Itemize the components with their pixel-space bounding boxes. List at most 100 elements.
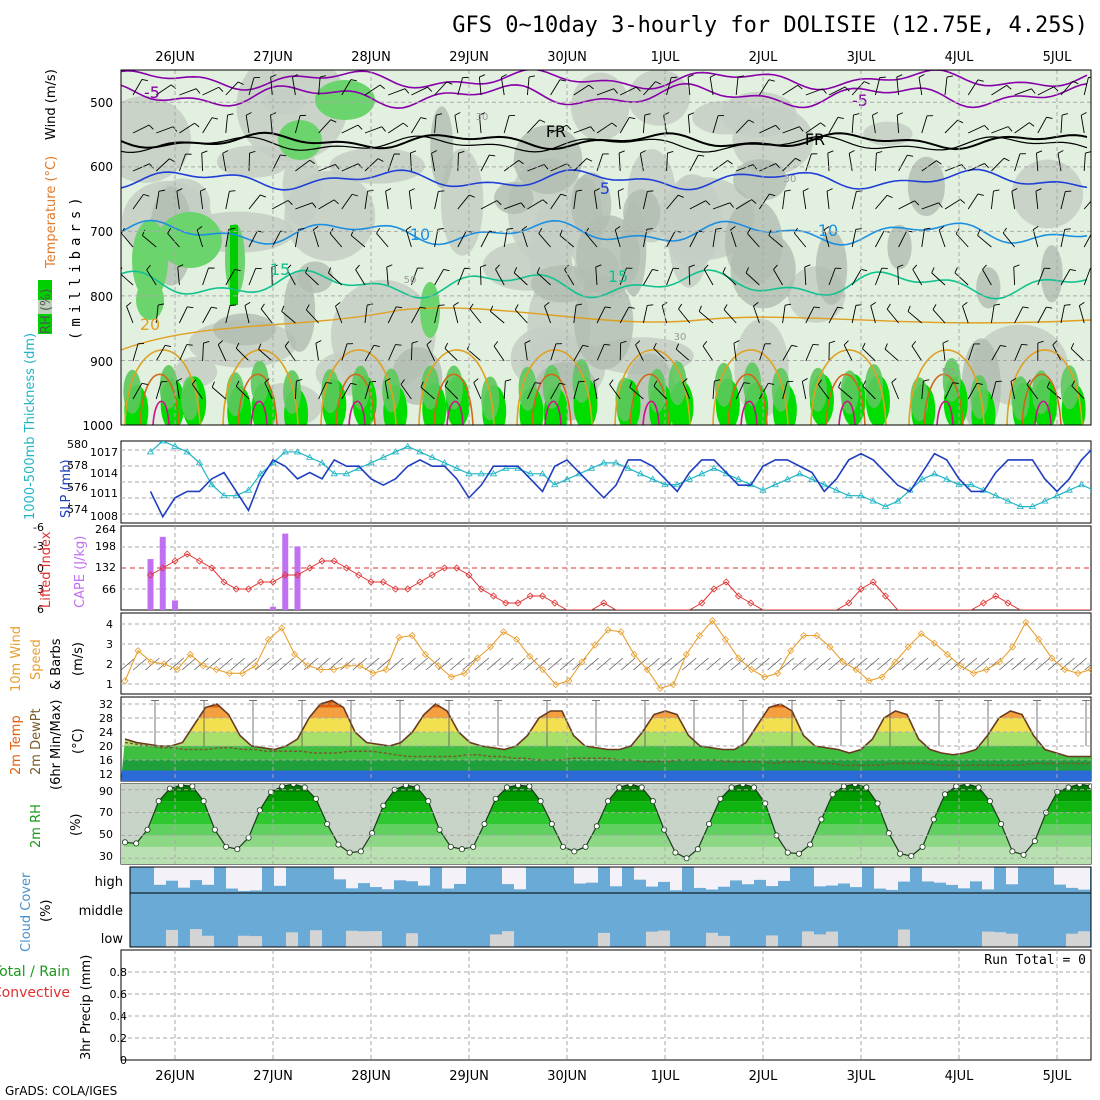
wind-barb: [341, 124, 359, 134]
wind10m-barb: [218, 657, 233, 671]
wind-barb-tick: [799, 126, 804, 132]
rh-humid-region: [572, 359, 591, 404]
rh-humid-region: [668, 361, 687, 406]
wind-barb-tick: [644, 113, 651, 116]
wind-barb-tick: [121, 267, 123, 271]
cloud-high-gap: [1054, 867, 1066, 885]
thickness-point: [992, 491, 1000, 499]
wind-barb-tick: [538, 228, 543, 234]
wind-barb: [202, 267, 209, 286]
wind-barb: [294, 381, 297, 400]
rh2m-point: [852, 784, 859, 787]
temperature-contour-30c: [838, 400, 856, 425]
date-label-top: 4JUL: [945, 50, 975, 65]
wind-barb: [1083, 153, 1086, 172]
wind-barb: [387, 153, 395, 172]
rh2m-point: [919, 843, 926, 850]
rh2m-label: 2m RH: [29, 804, 44, 848]
wind-barb: [573, 126, 591, 134]
wind-barb-tick: [355, 264, 360, 270]
thickness-point: [1016, 502, 1024, 509]
wind-barb: [564, 269, 575, 286]
wind-barb: [490, 311, 505, 324]
wind-speed-point: [578, 658, 586, 666]
wind-barb-tick: [653, 380, 658, 387]
lifted-index-point: [171, 557, 179, 565]
li-tick: 6: [37, 603, 44, 616]
wind-barb-tick: [176, 378, 183, 382]
wind-speed-point: [343, 662, 351, 670]
wind-barb: [1078, 305, 1085, 324]
wind-barb-tick: [453, 301, 459, 306]
cape-tick: 198: [95, 540, 116, 553]
wind-barb: [944, 164, 962, 172]
wind-barb-tick: [729, 202, 734, 208]
wind-barb-tick: [384, 378, 391, 382]
cloud-high-gap: [394, 867, 406, 881]
wind-barb: [244, 305, 250, 324]
wind-barb-tick: [386, 264, 393, 268]
wind-barb-tick: [264, 378, 270, 383]
lifted-index-point: [342, 564, 351, 572]
wind-speed-point: [212, 665, 220, 674]
wind-barb-tick: [234, 268, 241, 272]
wind-barb-tick: [1071, 380, 1076, 387]
rh-region: [976, 267, 1001, 309]
cloud-high-gap: [418, 867, 430, 886]
cloud-high-gap: [406, 867, 418, 882]
thickness-point: [453, 464, 461, 471]
wind-barb: [132, 79, 143, 96]
wind-barb: [312, 229, 320, 248]
wind-barb: [434, 191, 439, 210]
wind-barb: [666, 268, 674, 286]
wind-barb-tick: [148, 124, 154, 130]
wind-barb: [663, 115, 668, 134]
wind-speed-point: [160, 660, 168, 668]
wind-barb-tick: [682, 378, 688, 383]
wind-barb: [643, 269, 653, 286]
rh-tick: 30: [99, 850, 113, 863]
wind-barb-tick: [149, 163, 154, 169]
wind-barb-tick: [296, 379, 303, 382]
wind-barb-tick: [593, 378, 600, 382]
rh2m-point: [706, 821, 713, 828]
wind-barb: [990, 191, 994, 210]
wind10m-barb: [523, 657, 538, 671]
wind-barb-tick: [1093, 231, 1099, 232]
cloud-high-gap: [946, 867, 958, 885]
temperature-contour-30c: [1034, 400, 1052, 425]
wind-tick: 4: [106, 618, 113, 631]
wind-barb: [478, 115, 482, 134]
wind10m-barb: [657, 657, 673, 671]
wind-barb: [703, 269, 714, 286]
wind-barb: [921, 160, 937, 172]
cloud-high-gap: [658, 867, 670, 882]
wind-barb-tick: [620, 340, 627, 344]
wind-barb: [862, 385, 876, 400]
thickness-point: [146, 448, 155, 455]
thickness-point: [171, 442, 179, 449]
wind-barb: [735, 119, 749, 134]
wind-barb: [891, 382, 900, 400]
thickness-point: [685, 475, 694, 482]
wind-barb: [504, 202, 522, 210]
wind-barb-tick: [784, 189, 791, 192]
pressure-tick: 1000: [82, 419, 113, 433]
wind-barb: [503, 229, 508, 248]
wind-barb: [712, 229, 717, 248]
rh2m-point: [144, 826, 151, 833]
cloud-low-gap: [1006, 933, 1018, 947]
wind-barb: [954, 272, 969, 286]
wind-barb-tick: [335, 164, 340, 170]
wind-barb: [536, 272, 551, 286]
thickness-point: [416, 448, 424, 455]
wind-barb-tick: [753, 302, 759, 307]
wind-barb-tick: [703, 264, 709, 270]
wind-barb: [596, 306, 606, 324]
thickness-point: [318, 459, 326, 466]
thickness-point: [428, 453, 436, 460]
lifted-index-point: [269, 578, 277, 586]
wind-barb-tick: [838, 381, 842, 388]
wind-barb: [573, 305, 577, 324]
cloud-low-gap: [658, 930, 670, 947]
